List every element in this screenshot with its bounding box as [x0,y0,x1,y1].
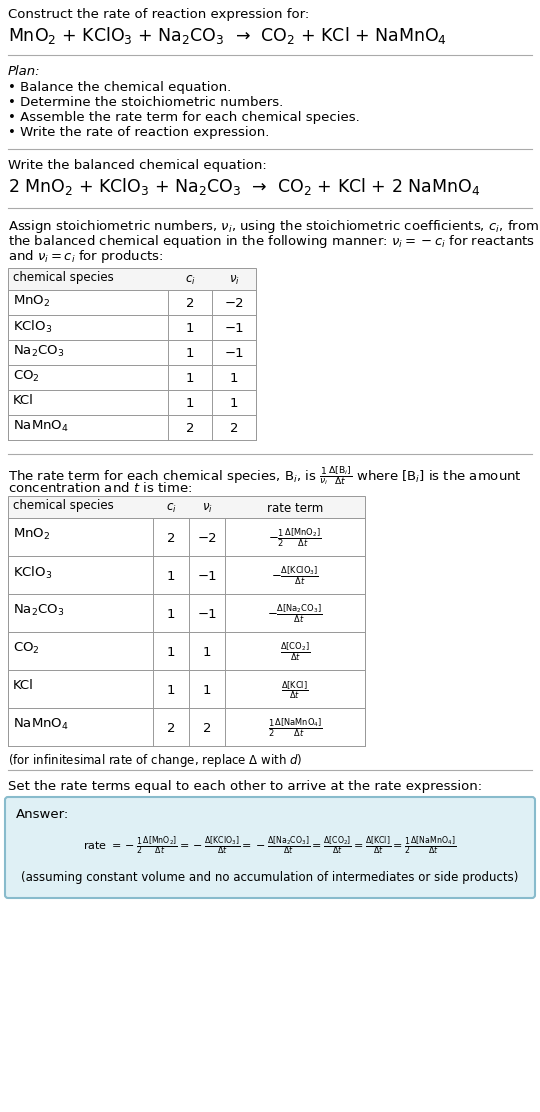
Text: Construct the rate of reaction expression for:: Construct the rate of reaction expressio… [8,8,309,21]
Text: $c_i$: $c_i$ [166,502,177,515]
Text: −2: −2 [224,297,244,310]
Text: MnO$_2$: MnO$_2$ [13,294,50,309]
Text: 1: 1 [186,397,194,410]
Text: • Write the rate of reaction expression.: • Write the rate of reaction expression. [8,126,269,139]
Text: The rate term for each chemical species, B$_i$, is $\frac{1}{\nu_i}\frac{\Delta[: The rate term for each chemical species,… [8,464,522,487]
Bar [8,671,365,708]
Text: $\frac{\Delta[\mathrm{CO_2}]}{\Delta t}$: $\frac{\Delta[\mathrm{CO_2}]}{\Delta t}$ [280,641,310,663]
Text: $-\frac{\Delta[\mathrm{Na_2CO_3}]}{\Delta t}$: $-\frac{\Delta[\mathrm{Na_2CO_3}]}{\Delt… [267,603,322,625]
Text: Answer:: Answer: [16,808,69,821]
Text: Set the rate terms equal to each other to arrive at the rate expression:: Set the rate terms equal to each other t… [8,780,482,793]
Text: Write the balanced chemical equation:: Write the balanced chemical equation: [8,159,267,172]
Bar [8,365,256,390]
Text: 1: 1 [230,373,238,385]
Text: −1: −1 [224,347,244,360]
Text: 1: 1 [167,569,176,583]
Bar [8,290,256,315]
Text: $c_i$: $c_i$ [185,274,195,287]
Text: $\frac{1}{2}\frac{\Delta[\mathrm{NaMnO_4}]}{\Delta t}$: $\frac{1}{2}\frac{\Delta[\mathrm{NaMnO_4… [268,717,322,739]
Text: 1: 1 [186,322,194,335]
Text: (assuming constant volume and no accumulation of intermediates or side products): (assuming constant volume and no accumul… [21,872,519,884]
Text: (for infinitesimal rate of change, replace Δ with $d$): (for infinitesimal rate of change, repla… [8,752,302,770]
Text: −2: −2 [197,532,217,545]
Bar [8,594,365,632]
Text: 2: 2 [186,297,194,310]
Text: Na$_2$CO$_3$: Na$_2$CO$_3$ [13,603,64,618]
Text: • Determine the stoichiometric numbers.: • Determine the stoichiometric numbers. [8,96,284,109]
Text: NaMnO$_4$: NaMnO$_4$ [13,717,69,732]
Text: rate term: rate term [267,502,323,515]
Text: −1: −1 [224,322,244,335]
Bar [8,518,365,556]
Text: 1: 1 [202,684,211,696]
Bar [8,340,256,365]
FancyBboxPatch shape [5,797,535,898]
Text: −1: −1 [197,607,217,620]
Text: rate $= -\frac{1}{2}\frac{\Delta[\mathrm{MnO_2}]}{\Delta t} = -\frac{\Delta[\mat: rate $= -\frac{1}{2}\frac{\Delta[\mathrm… [84,835,456,857]
Bar [8,390,256,415]
Text: 1: 1 [167,645,176,658]
Text: 1: 1 [167,684,176,696]
Text: 1: 1 [186,347,194,360]
Text: Na$_2$CO$_3$: Na$_2$CO$_3$ [13,344,64,359]
Text: 1: 1 [230,397,238,410]
Bar [8,556,365,594]
Bar [8,632,365,671]
Text: 2: 2 [186,421,194,435]
Text: 2 MnO$_2$ + KClO$_3$ + Na$_2$CO$_3$  →  CO$_2$ + KCl + 2 NaMnO$_4$: 2 MnO$_2$ + KClO$_3$ + Na$_2$CO$_3$ → CO… [8,176,480,197]
Text: CO$_2$: CO$_2$ [13,369,40,384]
Bar [8,708,365,746]
Text: KCl: KCl [13,679,34,692]
Text: MnO$_2$ + KClO$_3$ + Na$_2$CO$_3$  →  CO$_2$ + KCl + NaMnO$_4$: MnO$_2$ + KClO$_3$ + Na$_2$CO$_3$ → CO$_… [8,24,447,46]
Bar [8,496,365,518]
Text: $\frac{\Delta[\mathrm{KCl}]}{\Delta t}$: $\frac{\Delta[\mathrm{KCl}]}{\Delta t}$ [281,679,309,701]
Text: 1: 1 [167,607,176,620]
Text: Plan:: Plan: [8,64,40,78]
Text: concentration and $t$ is time:: concentration and $t$ is time: [8,481,192,495]
Text: and $\nu_i = c_i$ for products:: and $\nu_i = c_i$ for products: [8,248,164,265]
Text: 2: 2 [230,421,238,435]
Text: the balanced chemical equation in the following manner: $\nu_i = -c_i$ for react: the balanced chemical equation in the fo… [8,234,535,250]
Text: 2: 2 [202,722,211,735]
Text: $\nu_i$: $\nu_i$ [228,274,239,287]
Text: chemical species: chemical species [13,499,114,512]
Text: 1: 1 [186,373,194,385]
Bar [8,315,256,340]
Text: −1: −1 [197,569,217,583]
Text: • Assemble the rate term for each chemical species.: • Assemble the rate term for each chemic… [8,111,360,125]
Text: 1: 1 [202,645,211,658]
Text: KCl: KCl [13,394,34,407]
Text: KClO$_3$: KClO$_3$ [13,319,52,335]
Text: NaMnO$_4$: NaMnO$_4$ [13,419,69,434]
Text: KClO$_3$: KClO$_3$ [13,565,52,582]
Bar [8,415,256,440]
Text: MnO$_2$: MnO$_2$ [13,527,50,543]
Bar [8,268,256,290]
Text: $-\frac{1}{2}\frac{\Delta[\mathrm{MnO_2}]}{\Delta t}$: $-\frac{1}{2}\frac{\Delta[\mathrm{MnO_2}… [268,527,322,549]
Text: 2: 2 [167,722,176,735]
Text: CO$_2$: CO$_2$ [13,641,40,656]
Text: • Balance the chemical equation.: • Balance the chemical equation. [8,81,231,95]
Text: chemical species: chemical species [13,271,114,284]
Text: $-\frac{\Delta[\mathrm{KClO_3}]}{\Delta t}$: $-\frac{\Delta[\mathrm{KClO_3}]}{\Delta … [271,565,319,587]
Text: 2: 2 [167,532,176,545]
Text: $\nu_i$: $\nu_i$ [201,502,212,515]
Text: Assign stoichiometric numbers, $\nu_i$, using the stoichiometric coefficients, $: Assign stoichiometric numbers, $\nu_i$, … [8,218,539,235]
